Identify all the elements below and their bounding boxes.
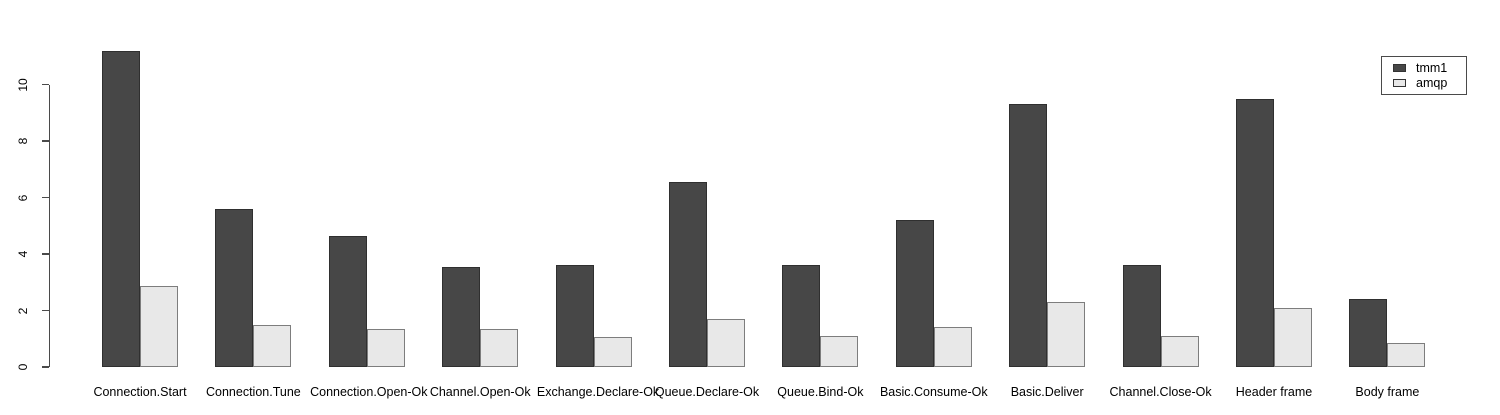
x-axis-category-label: Basic.Deliver <box>1010 385 1084 399</box>
bar-tmm1 <box>328 235 367 367</box>
legend-entry-tmm1: tmm1 <box>1393 62 1466 74</box>
bar-tmm1 <box>1009 104 1048 367</box>
x-axis-category-label: Queue.Declare-Ok <box>654 385 760 399</box>
x-axis-category-label: Connection.Tune <box>206 385 301 399</box>
bar-amqp <box>1047 302 1086 367</box>
bar-tmm1 <box>102 50 140 367</box>
bar-amqp <box>593 337 632 367</box>
legend-swatch-amqp <box>1393 79 1406 87</box>
y-axis-line <box>48 84 50 367</box>
bar-amqp <box>933 327 972 367</box>
x-axis-category-label: Channel.Open-Ok <box>429 385 531 399</box>
bar-tmm1 <box>895 220 934 367</box>
bar-amqp <box>820 335 859 367</box>
bar-amqp <box>366 328 405 367</box>
bar-amqp <box>480 328 519 367</box>
x-axis-category-label: Queue.Bind-Ok <box>777 385 864 399</box>
bar-amqp <box>253 324 292 367</box>
y-axis-tick <box>41 366 49 368</box>
y-axis-tick <box>41 83 49 86</box>
y-axis-tick-label: 2 <box>16 307 30 314</box>
x-axis-category-label: Body frame <box>1355 385 1420 399</box>
bar-amqp <box>1387 342 1426 367</box>
x-axis-category-label: Header frame <box>1235 385 1313 399</box>
bar-amqp <box>707 318 745 367</box>
x-axis-category-label: Basic.Consume-Ok <box>879 385 988 399</box>
y-axis-tick-label: 10 <box>16 77 30 92</box>
legend-label-amqp: amqp <box>1416 76 1448 90</box>
y-axis-tick <box>41 253 49 255</box>
legend-label-tmm1: tmm1 <box>1416 61 1448 75</box>
x-axis-category-label: Connection.Start <box>93 385 187 399</box>
x-axis-category-label: Exchange.Declare-Ok <box>536 385 660 399</box>
y-axis-tick <box>41 196 49 199</box>
y-axis-tick <box>41 140 49 142</box>
y-axis-tick-label: 8 <box>16 137 30 145</box>
x-axis-category-label: Connection.Open-Ok <box>310 385 428 399</box>
bar-tmm1 <box>1349 299 1388 367</box>
bar-tmm1 <box>442 266 481 367</box>
y-axis-tick <box>41 309 49 312</box>
bar-amqp <box>1274 307 1312 367</box>
y-axis-tick-label: 6 <box>16 194 30 201</box>
legend-entry-amqp: amqp <box>1393 77 1466 89</box>
x-axis-category-label: Channel.Close-Ok <box>1109 385 1212 399</box>
bar-tmm1 <box>669 181 707 367</box>
bar-amqp <box>1160 335 1199 367</box>
bar-tmm1 <box>1122 265 1161 367</box>
bar-tmm1 <box>1236 98 1274 367</box>
bar-amqp <box>140 286 178 367</box>
bar-tmm1 <box>215 208 254 367</box>
bar-tmm1 <box>782 265 821 367</box>
legend: tmm1 amqp <box>1381 56 1467 95</box>
y-axis-tick-label: 0 <box>16 363 30 371</box>
legend-swatch-tmm1 <box>1393 64 1406 72</box>
bar-tmm1 <box>555 265 594 367</box>
y-axis-tick-label: 4 <box>16 250 30 258</box>
